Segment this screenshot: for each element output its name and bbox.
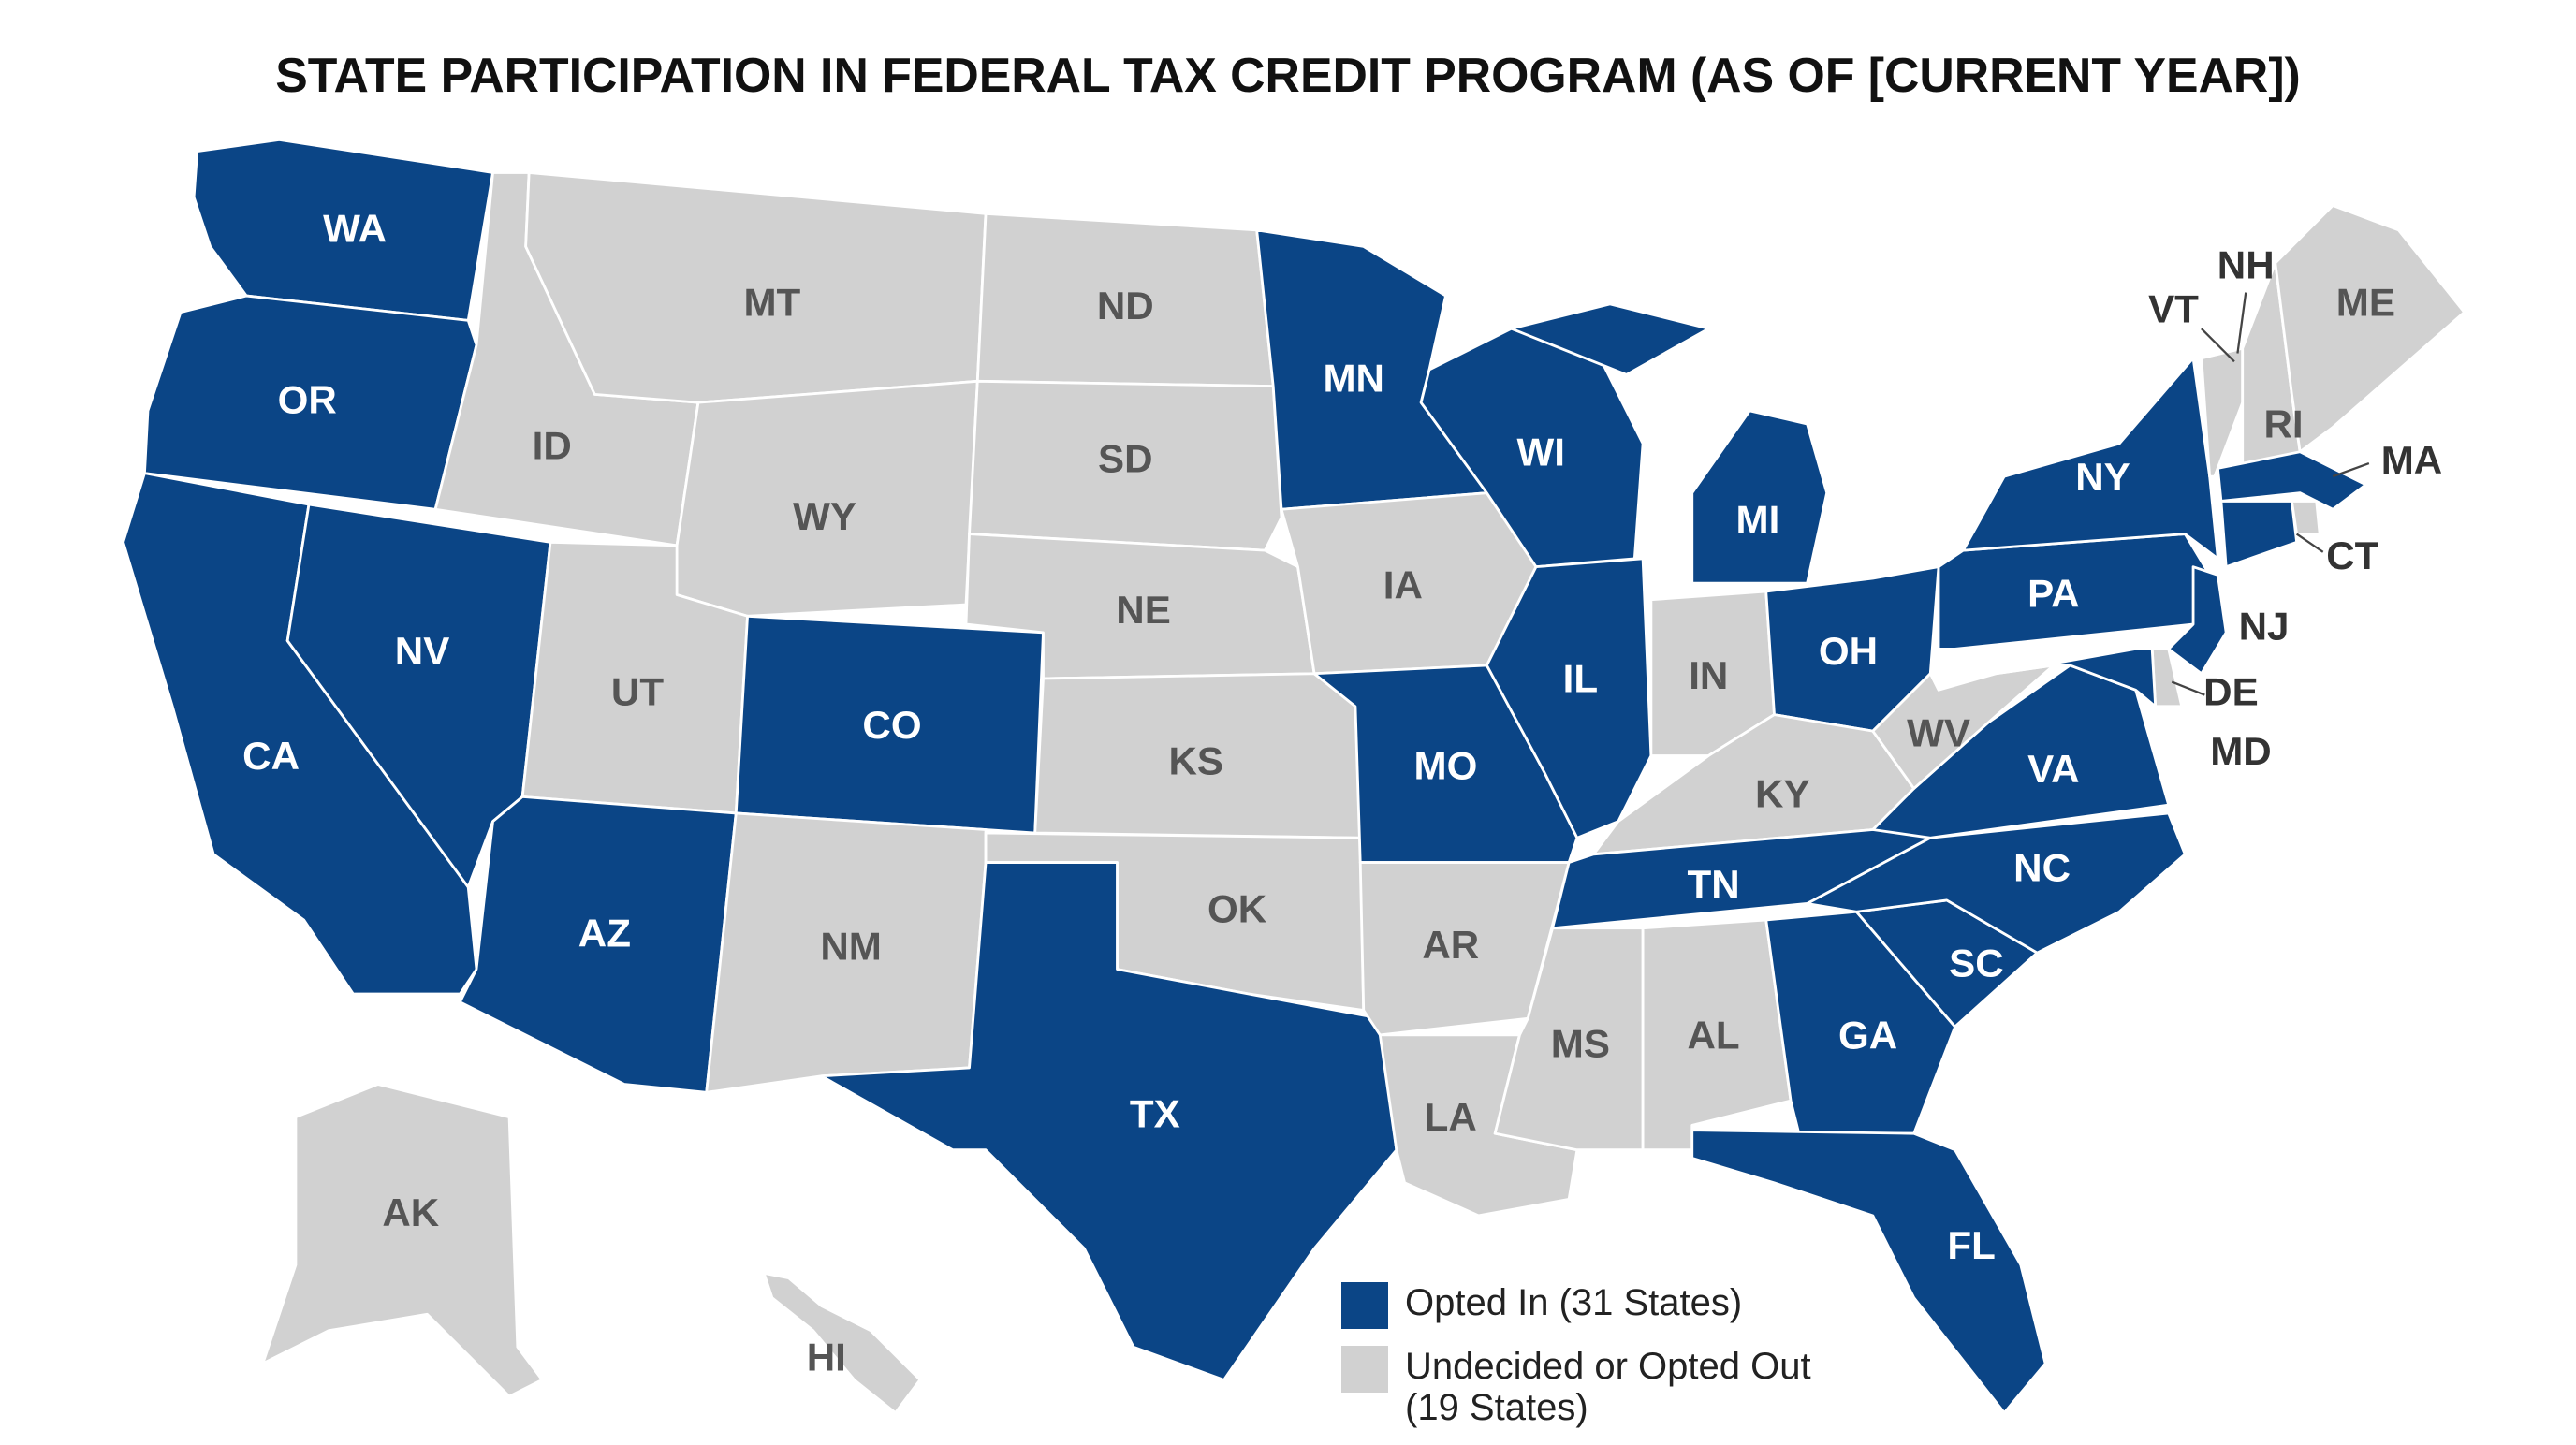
leader-line (2171, 680, 2205, 696)
state-shape (820, 861, 1398, 1381)
state-shape (2150, 648, 2184, 708)
state-shape (143, 294, 478, 511)
state-shape (2274, 204, 2466, 454)
state-label: TX (1130, 1092, 1180, 1136)
state-shape (1995, 648, 2158, 708)
state-label: NJ (2239, 604, 2290, 648)
state-label: AL (1688, 1013, 1740, 1057)
state-label: KY (1755, 771, 1810, 815)
state-label: HI (807, 1335, 846, 1379)
state-label: RI (2264, 402, 2304, 446)
state-shape (1690, 1129, 2047, 1414)
state-shape (1507, 302, 1713, 376)
legend-swatch (1341, 1282, 1388, 1329)
state-label: WI (1517, 430, 1565, 474)
state-label: NM (820, 925, 882, 969)
state-shape (762, 1271, 922, 1414)
leader-line (2201, 328, 2235, 363)
state-label: NY (2075, 455, 2130, 499)
legend-item: Opted In (31 States) (1341, 1282, 1811, 1329)
state-shape (1806, 811, 2187, 955)
leader-line (2236, 292, 2247, 354)
leader-line (2295, 533, 2324, 553)
legend-label: Undecided or Opted Out (19 States) (1405, 1346, 1811, 1428)
state-label: IN (1689, 653, 1728, 697)
state-shape (1358, 861, 1571, 1037)
legend-label: Opted In (31 States) (1405, 1282, 1743, 1323)
leader-line (2332, 462, 2370, 478)
state-label: NC (2013, 845, 2071, 889)
state-shape (1485, 557, 1653, 839)
state-label: NV (395, 629, 450, 673)
state-label: MS (1551, 1021, 1610, 1065)
state-label: OH (1819, 629, 1878, 673)
state-label: CT (2326, 533, 2378, 577)
state-label: MI (1736, 497, 1780, 541)
state-label: MA (2381, 438, 2443, 482)
states (122, 138, 2466, 1414)
legend-item: Undecided or Opted Out (19 States) (1341, 1346, 1811, 1428)
map-title: STATE PARTICIPATION IN FEDERAL TAX CREDI… (275, 48, 2301, 102)
state-label: AK (382, 1190, 439, 1234)
state-label: MN (1323, 356, 1384, 400)
state-label: CA (242, 734, 300, 778)
state-label: SD (1098, 436, 1153, 480)
state-label: IA (1383, 563, 1423, 607)
legend: Opted In (31 States) Undecided or Opted O… (1341, 1282, 1811, 1445)
state-label: VT (2148, 287, 2199, 331)
state-shape (2200, 346, 2245, 478)
state-labels: WA OR CA NV ID MT WY UT CO AZ NM ND SD NE KS OK TX MN IA MO… (242, 207, 2442, 1379)
state-shape (968, 379, 1283, 552)
state-shape (2219, 500, 2299, 569)
state-label: VA (2027, 747, 2079, 791)
state-label: ND (1097, 284, 1154, 328)
state-label: ME (2336, 281, 2395, 325)
state-label: MD (2210, 729, 2272, 773)
state-label: MT (743, 281, 800, 325)
state-label: WY (793, 494, 856, 538)
state-label: OK (1208, 886, 1267, 930)
state-label: ID (533, 423, 572, 467)
state-label: WA (323, 207, 387, 251)
state-label: SC (1949, 941, 2004, 985)
legend-swatch (1341, 1346, 1388, 1393)
state-label: OR (278, 377, 337, 421)
state-shape (2167, 565, 2228, 676)
state-label: DE (2203, 670, 2259, 714)
state-label: GA (1838, 1013, 1897, 1057)
state-label: TN (1688, 862, 1740, 906)
state-label: NH (2217, 242, 2275, 286)
state-label: CO (862, 703, 921, 747)
state-label: PA (2027, 571, 2079, 615)
state-label: LA (1425, 1095, 1477, 1139)
state-label: AZ (578, 912, 631, 956)
state-label: MO (1414, 744, 1478, 788)
state-label: KS (1168, 738, 1223, 782)
state-label: AR (1422, 923, 1479, 967)
state-label: IL (1563, 657, 1598, 701)
state-shape (1961, 357, 2219, 561)
state-shape (1690, 409, 1829, 585)
state-label: UT (611, 670, 664, 714)
state-label: NE (1116, 588, 1171, 632)
state-label: FL (1947, 1223, 1995, 1267)
state-shape (261, 1083, 544, 1398)
state-label: WV (1907, 711, 1970, 755)
